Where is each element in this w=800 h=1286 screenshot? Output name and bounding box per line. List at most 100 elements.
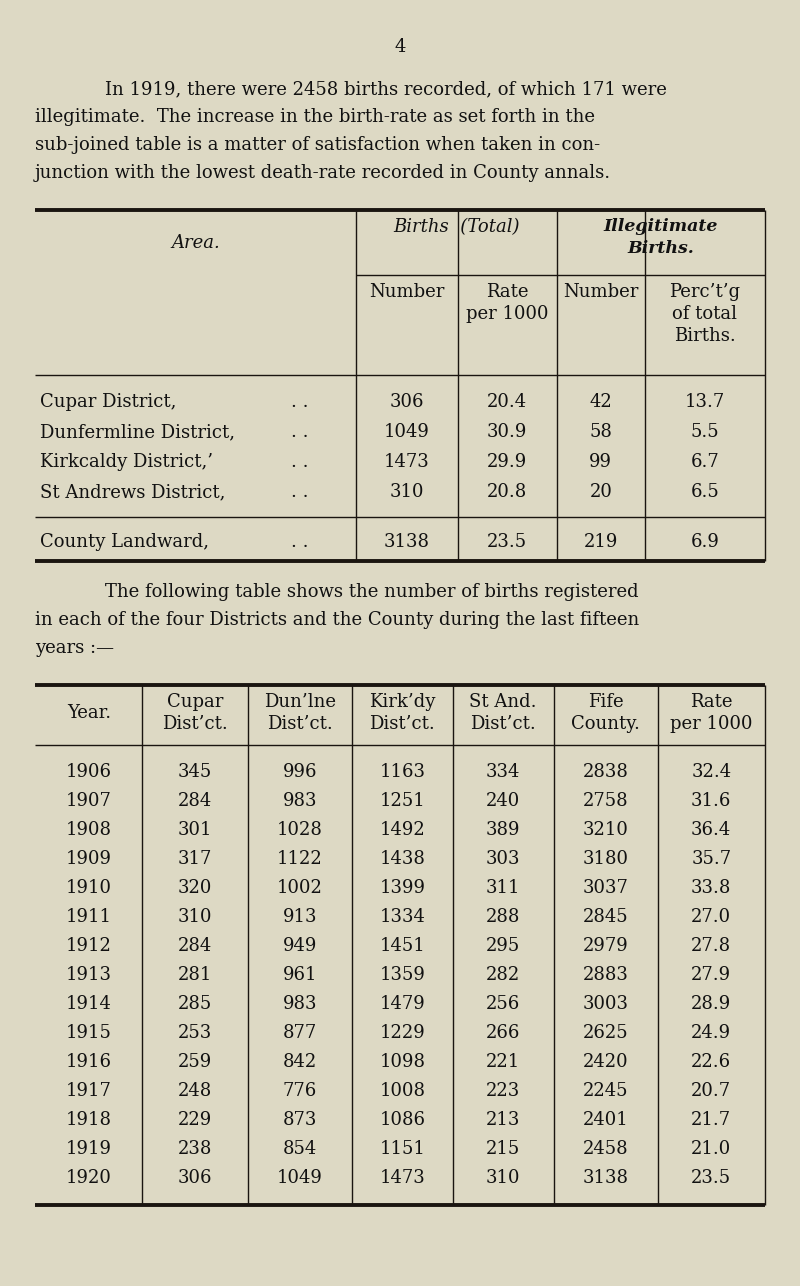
Text: 2838: 2838 bbox=[582, 763, 629, 781]
Text: 238: 238 bbox=[178, 1139, 212, 1157]
Text: years :—: years :— bbox=[35, 639, 114, 657]
Text: 345: 345 bbox=[178, 763, 212, 781]
Text: Area.: Area. bbox=[171, 234, 220, 252]
Text: 256: 256 bbox=[486, 995, 520, 1013]
Text: 32.4: 32.4 bbox=[691, 763, 731, 781]
Text: 1492: 1492 bbox=[379, 820, 426, 838]
Text: 6.9: 6.9 bbox=[690, 532, 719, 550]
Text: 24.9: 24.9 bbox=[691, 1024, 731, 1042]
Text: 1473: 1473 bbox=[384, 453, 430, 471]
Text: 253: 253 bbox=[178, 1024, 212, 1042]
Text: 20.8: 20.8 bbox=[487, 484, 527, 502]
Text: 42: 42 bbox=[590, 394, 612, 412]
Text: 873: 873 bbox=[283, 1111, 317, 1129]
Text: 3180: 3180 bbox=[582, 850, 629, 868]
Text: 1913: 1913 bbox=[66, 966, 112, 984]
Text: 285: 285 bbox=[178, 995, 212, 1013]
Text: of total: of total bbox=[672, 305, 738, 323]
Text: sub-joined table is a matter of satisfaction when taken in con-: sub-joined table is a matter of satisfac… bbox=[35, 136, 600, 154]
Text: per 1000: per 1000 bbox=[466, 305, 549, 323]
Text: 983: 983 bbox=[282, 792, 318, 810]
Text: 240: 240 bbox=[486, 792, 520, 810]
Text: 776: 776 bbox=[283, 1082, 317, 1100]
Text: 5.5: 5.5 bbox=[690, 423, 719, 441]
Text: 27.9: 27.9 bbox=[691, 966, 731, 984]
Text: 21.7: 21.7 bbox=[691, 1111, 731, 1129]
Text: 2245: 2245 bbox=[583, 1082, 628, 1100]
Text: 23.5: 23.5 bbox=[691, 1169, 731, 1187]
Text: 1451: 1451 bbox=[379, 937, 426, 955]
Text: 6.5: 6.5 bbox=[690, 484, 719, 502]
Text: St Andrews District,: St Andrews District, bbox=[40, 484, 226, 502]
Text: 2401: 2401 bbox=[582, 1111, 629, 1129]
Text: 334: 334 bbox=[486, 763, 520, 781]
Text: Rate: Rate bbox=[486, 283, 529, 301]
Text: 23.5: 23.5 bbox=[487, 532, 527, 550]
Text: 35.7: 35.7 bbox=[691, 850, 731, 868]
Text: 30.9: 30.9 bbox=[487, 423, 527, 441]
Text: 983: 983 bbox=[282, 995, 318, 1013]
Text: 1008: 1008 bbox=[379, 1082, 426, 1100]
Text: Births.: Births. bbox=[674, 327, 736, 345]
Text: 281: 281 bbox=[178, 966, 212, 984]
Text: 306: 306 bbox=[178, 1169, 213, 1187]
Text: 961: 961 bbox=[282, 966, 318, 984]
Text: 306: 306 bbox=[390, 394, 424, 412]
Text: 2883: 2883 bbox=[582, 966, 629, 984]
Text: 1915: 1915 bbox=[66, 1024, 112, 1042]
Text: 1049: 1049 bbox=[384, 423, 430, 441]
Text: 2979: 2979 bbox=[582, 937, 629, 955]
Text: The following table shows the number of births registered: The following table shows the number of … bbox=[105, 583, 638, 601]
Text: 1334: 1334 bbox=[379, 908, 426, 926]
Text: 2458: 2458 bbox=[582, 1139, 629, 1157]
Text: 20: 20 bbox=[590, 484, 612, 502]
Text: 213: 213 bbox=[486, 1111, 520, 1129]
Text: 20.7: 20.7 bbox=[691, 1082, 731, 1100]
Text: 1049: 1049 bbox=[277, 1169, 323, 1187]
Text: Births  (Total): Births (Total) bbox=[393, 219, 520, 237]
Text: illegitimate.  The increase in the birth-rate as set forth in the: illegitimate. The increase in the birth-… bbox=[35, 108, 595, 126]
Text: 28.9: 28.9 bbox=[691, 995, 731, 1013]
Text: 6.7: 6.7 bbox=[690, 453, 719, 471]
Text: 1910: 1910 bbox=[66, 880, 112, 898]
Text: Kirk’dy: Kirk’dy bbox=[370, 693, 435, 711]
Text: 2758: 2758 bbox=[582, 792, 629, 810]
Text: 1908: 1908 bbox=[66, 820, 112, 838]
Text: 1918: 1918 bbox=[66, 1111, 112, 1129]
Text: Number: Number bbox=[563, 283, 638, 301]
Text: 1906: 1906 bbox=[66, 763, 112, 781]
Text: 1028: 1028 bbox=[277, 820, 323, 838]
Text: 221: 221 bbox=[486, 1053, 520, 1071]
Text: 223: 223 bbox=[486, 1082, 520, 1100]
Text: 58: 58 bbox=[590, 423, 612, 441]
Text: 2625: 2625 bbox=[582, 1024, 629, 1042]
Text: 259: 259 bbox=[178, 1053, 212, 1071]
Text: 877: 877 bbox=[283, 1024, 317, 1042]
Text: 320: 320 bbox=[178, 880, 212, 898]
Text: 310: 310 bbox=[486, 1169, 521, 1187]
Text: 215: 215 bbox=[486, 1139, 520, 1157]
Text: 1479: 1479 bbox=[379, 995, 426, 1013]
Text: Dist’ct.: Dist’ct. bbox=[370, 715, 435, 733]
Text: 311: 311 bbox=[486, 880, 521, 898]
Text: 842: 842 bbox=[283, 1053, 317, 1071]
Text: 1438: 1438 bbox=[379, 850, 426, 868]
Text: 22.6: 22.6 bbox=[691, 1053, 731, 1071]
Text: 3138: 3138 bbox=[384, 532, 430, 550]
Text: 1473: 1473 bbox=[379, 1169, 426, 1187]
Text: Year.: Year. bbox=[66, 703, 111, 721]
Text: 1151: 1151 bbox=[379, 1139, 426, 1157]
Text: 1086: 1086 bbox=[379, 1111, 426, 1129]
Text: 310: 310 bbox=[178, 908, 213, 926]
Text: Fife: Fife bbox=[588, 693, 623, 711]
Text: Cupar District,: Cupar District, bbox=[40, 394, 177, 412]
Text: 1098: 1098 bbox=[379, 1053, 426, 1071]
Text: 1914: 1914 bbox=[66, 995, 112, 1013]
Text: 913: 913 bbox=[282, 908, 318, 926]
Text: 1163: 1163 bbox=[379, 763, 426, 781]
Text: 288: 288 bbox=[486, 908, 520, 926]
Text: 301: 301 bbox=[178, 820, 213, 838]
Text: 295: 295 bbox=[486, 937, 520, 955]
Text: 996: 996 bbox=[282, 763, 318, 781]
Text: 248: 248 bbox=[178, 1082, 212, 1100]
